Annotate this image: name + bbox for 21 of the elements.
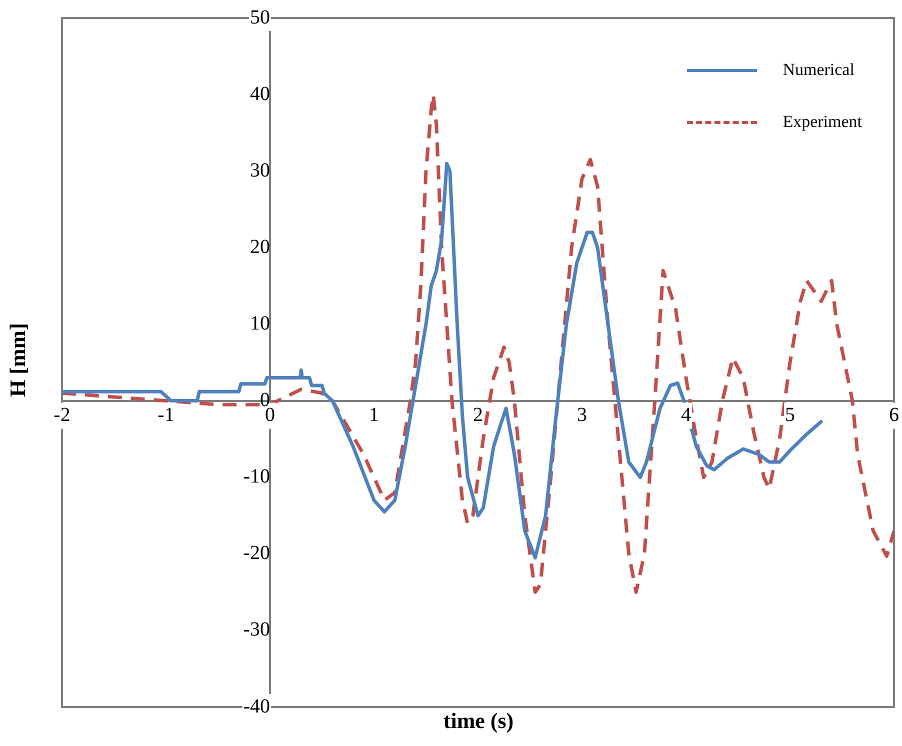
legend-label: Numerical (782, 60, 854, 80)
x-tick-label: 4 (681, 404, 691, 426)
y-tick-label: -20 (243, 542, 270, 564)
x-tick-label: 5 (785, 404, 795, 426)
y-tick-label: 10 (250, 312, 270, 334)
x-tick-label: -2 (54, 404, 70, 426)
y-tick-label: 40 (250, 82, 270, 105)
y-tick-label: -30 (243, 618, 270, 641)
y-tick-label: -40 (243, 695, 270, 718)
y-tick-label: 30 (250, 159, 270, 182)
x-tick-label: 2 (473, 404, 483, 426)
y-tick-label: -10 (243, 466, 270, 488)
x-axis-title: time (s) (443, 708, 514, 733)
x-tick-label: 1 (369, 404, 379, 426)
y-tick-label: 20 (250, 236, 270, 258)
x-tick-label: 6 (889, 404, 899, 426)
x-tick-label: -1 (158, 404, 174, 426)
x-tick-label: 3 (577, 404, 587, 426)
legend-label: Experiment (782, 112, 862, 132)
y-axis-title: H [mm] (5, 323, 31, 397)
y-tick-label: 50 (250, 6, 270, 28)
